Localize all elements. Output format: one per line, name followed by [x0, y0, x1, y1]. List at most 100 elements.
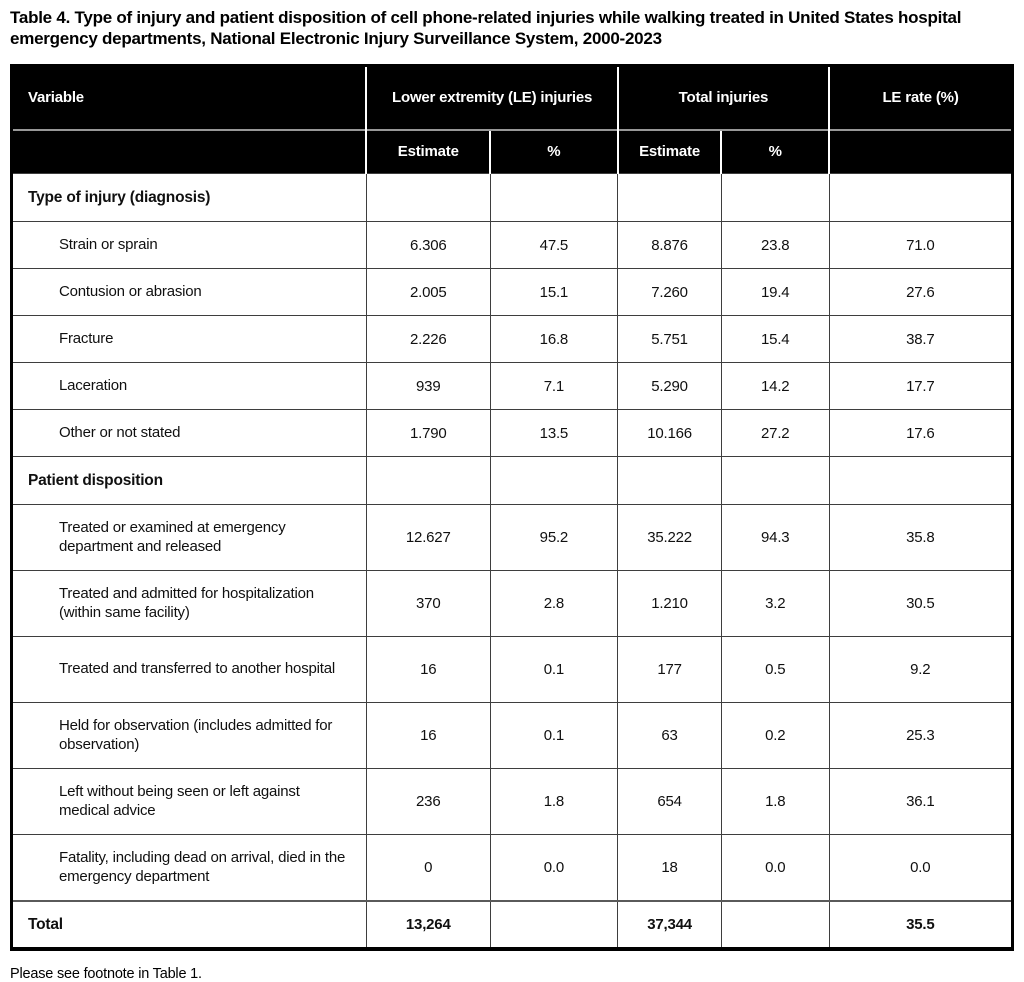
cell-le-estimate: [365, 456, 491, 506]
cell-total-estimate: 10.166: [617, 409, 722, 458]
cell-le-estimate: 2.005: [365, 268, 491, 317]
cell-total-pct: [720, 456, 830, 506]
table-row-total: Total 13,264 37,344 35.5: [11, 900, 1014, 950]
header-rate-spacer: [828, 128, 1013, 174]
table-title: Table 4. Type of injury and patient disp…: [10, 8, 962, 49]
header-sub-row: Estimate % Estimate %: [11, 128, 1013, 174]
cell-le-rate: [828, 173, 1014, 223]
header-variable-spacer: [11, 128, 367, 174]
table-row: Patient disposition: [11, 456, 1014, 506]
cell-le-pct: 0.0: [489, 834, 619, 902]
cell-total-pct: 3.2: [720, 570, 830, 638]
cell-total-pct: 15.4: [720, 315, 830, 364]
cell-le-pct: 47.5: [489, 221, 619, 270]
header-le-rate: LE rate (%): [828, 65, 1013, 130]
cell-le-rate: 71.0: [828, 221, 1014, 270]
header-le-estimate: Estimate: [365, 128, 491, 174]
cell-le-rate: [828, 456, 1014, 506]
cell-le-pct: 13.5: [489, 409, 619, 458]
table-row: Treated or examined at emergency departm…: [11, 504, 1014, 572]
table-row: Fracture 2.226 16.8 5.751 15.4 38.7: [11, 315, 1014, 364]
cell-label: Treated and admitted for hospitalization…: [11, 570, 367, 638]
cell-label: Contusion or abrasion: [11, 268, 367, 317]
cell-label: Left without being seen or left against …: [11, 768, 367, 836]
cell-le-pct: 16.8: [489, 315, 619, 364]
footnote: Please see footnote in Table 1.: [10, 966, 202, 982]
table-row: Left without being seen or left against …: [11, 768, 1014, 836]
header-variable: Variable: [11, 65, 367, 130]
cell-label: Total: [11, 900, 367, 950]
header-group-row: Variable Lower extremity (LE) injuries T…: [11, 65, 1013, 130]
header-le-injuries: Lower extremity (LE) injuries: [365, 65, 618, 130]
header-total-pct: %: [720, 128, 830, 174]
cell-le-pct: [489, 173, 619, 223]
cell-label: Treated or examined at emergency departm…: [11, 504, 367, 572]
cell-le-estimate: 16: [365, 702, 491, 770]
cell-total-pct: 23.8: [720, 221, 830, 270]
cell-label: Laceration: [11, 362, 367, 411]
cell-label: Patient disposition: [11, 456, 367, 506]
table-row: Fatality, including dead on arrival, die…: [11, 834, 1014, 902]
cell-total-pct: [720, 900, 830, 950]
cell-le-rate: 17.6: [828, 409, 1014, 458]
cell-total-pct: 19.4: [720, 268, 830, 317]
cell-label: Type of injury (diagnosis): [11, 173, 367, 223]
table-header: Variable Lower extremity (LE) injuries T…: [11, 65, 1013, 174]
table-row: Laceration 939 7.1 5.290 14.2 17.7: [11, 362, 1014, 411]
cell-le-estimate: 12.627: [365, 504, 491, 572]
cell-total-pct: 94.3: [720, 504, 830, 572]
cell-le-estimate: [365, 173, 491, 223]
cell-total-pct: 0.5: [720, 636, 830, 704]
table-body: Type of injury (diagnosis) Strain or spr…: [11, 173, 1014, 950]
cell-total-pct: 0.0: [720, 834, 830, 902]
cell-le-estimate: 16: [365, 636, 491, 704]
cell-total-estimate: 63: [617, 702, 722, 770]
cell-le-estimate: 2.226: [365, 315, 491, 364]
cell-le-estimate: 370: [365, 570, 491, 638]
cell-total-estimate: 7.260: [617, 268, 722, 317]
cell-total-estimate: [617, 173, 722, 223]
cell-label: Other or not stated: [11, 409, 367, 458]
cell-total-estimate: 8.876: [617, 221, 722, 270]
cell-le-pct: 1.8: [489, 768, 619, 836]
cell-le-pct: 0.1: [489, 702, 619, 770]
cell-le-rate: 9.2: [828, 636, 1014, 704]
cell-total-estimate: 37,344: [617, 900, 722, 950]
cell-total-estimate: 35.222: [617, 504, 722, 572]
cell-total-estimate: 654: [617, 768, 722, 836]
cell-le-rate: 36.1: [828, 768, 1014, 836]
cell-le-rate: 27.6: [828, 268, 1014, 317]
cell-le-rate: 35.8: [828, 504, 1014, 572]
cell-le-rate: 30.5: [828, 570, 1014, 638]
cell-le-pct: 0.1: [489, 636, 619, 704]
cell-le-pct: [489, 456, 619, 506]
cell-le-estimate: 939: [365, 362, 491, 411]
cell-total-estimate: 5.290: [617, 362, 722, 411]
cell-total-estimate: 1.210: [617, 570, 722, 638]
header-le-pct: %: [489, 128, 618, 174]
cell-le-estimate: 1.790: [365, 409, 491, 458]
cell-le-pct: 15.1: [489, 268, 619, 317]
cell-le-estimate: 6.306: [365, 221, 491, 270]
cell-total-pct: 14.2: [720, 362, 830, 411]
table-row: Type of injury (diagnosis): [11, 173, 1014, 223]
injury-disposition-table: Variable Lower extremity (LE) injuries T…: [10, 64, 1014, 952]
cell-label: Fracture: [11, 315, 367, 364]
table-row: Contusion or abrasion 2.005 15.1 7.260 1…: [11, 268, 1014, 317]
cell-le-pct: 7.1: [489, 362, 619, 411]
cell-total-pct: 27.2: [720, 409, 830, 458]
cell-label: Fatality, including dead on arrival, die…: [11, 834, 367, 902]
cell-le-pct: [489, 900, 619, 950]
cell-label: Treated and transferred to another hospi…: [11, 636, 367, 704]
cell-le-estimate: 0: [365, 834, 491, 902]
cell-label: Strain or sprain: [11, 221, 367, 270]
cell-le-rate: 0.0: [828, 834, 1014, 902]
cell-total-pct: [720, 173, 830, 223]
cell-le-rate: 25.3: [828, 702, 1014, 770]
header-total-estimate: Estimate: [616, 128, 722, 174]
table-row: Held for observation (includes admitted …: [11, 702, 1014, 770]
table-row: Treated and transferred to another hospi…: [11, 636, 1014, 704]
cell-total-estimate: [617, 456, 722, 506]
cell-total-estimate: 5.751: [617, 315, 722, 364]
cell-total-pct: 0.2: [720, 702, 830, 770]
